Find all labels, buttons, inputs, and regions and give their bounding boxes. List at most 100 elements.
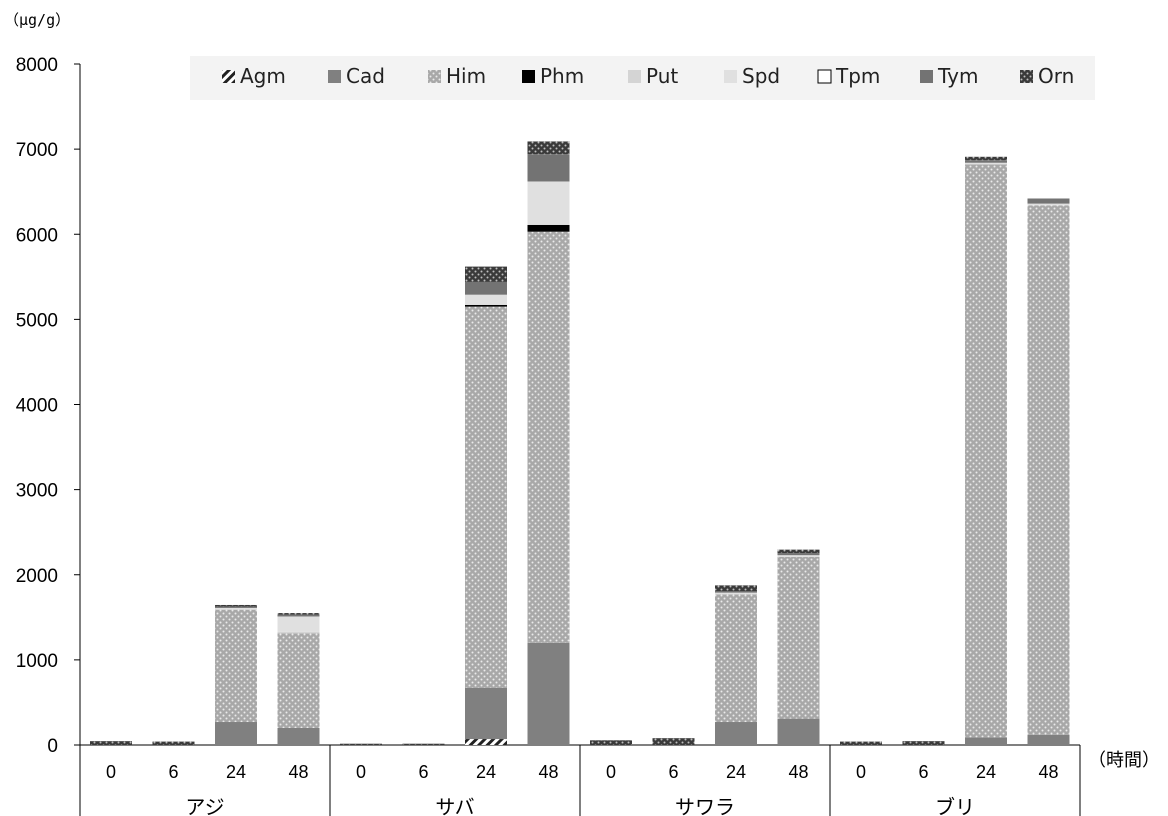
- bar-segment-him: [777, 556, 820, 719]
- bar-segment-orn: [777, 549, 820, 554]
- bar-segment-him: [1027, 205, 1070, 735]
- x-axis-unit-label: （時間）: [1088, 750, 1160, 771]
- legend-label: Agm: [240, 64, 286, 88]
- x-time-label: 6: [168, 762, 178, 782]
- x-group-label: アジ: [185, 795, 224, 816]
- x-time-label: 0: [606, 762, 616, 782]
- bar-segment-tym: [777, 553, 820, 556]
- bar-segment-phm: [527, 224, 570, 232]
- legend-swatch-put: [628, 70, 641, 83]
- legend-label: Cad: [346, 64, 385, 88]
- legend-label: Spd: [742, 64, 780, 88]
- x-time-label: 48: [538, 762, 558, 782]
- chart-legend: Agm Cad Him Phm Put Spd Tpm Tym Orn: [190, 56, 1095, 100]
- x-time-label: 0: [356, 762, 366, 782]
- bar-segment-spd: [1027, 203, 1070, 206]
- legend-swatch-orn: [1020, 70, 1033, 83]
- bar-segment-him: [715, 594, 757, 723]
- legend-label: Tym: [937, 64, 978, 88]
- bar-segment-spd: [965, 162, 1007, 165]
- bar-segment-orn: [902, 741, 945, 745]
- legend-label: Him: [446, 64, 486, 88]
- bar-segment-orn: [527, 141, 570, 155]
- legend-swatch-cad: [328, 70, 341, 83]
- legend-swatch-tym: [920, 70, 933, 83]
- y-tick-label: 7000: [16, 140, 58, 161]
- bar-segment-agm: [465, 739, 507, 745]
- bar-segment-him: [465, 306, 507, 688]
- bar-segment-spd: [527, 181, 570, 225]
- x-group-label: ブリ: [935, 795, 975, 816]
- x-time-label: 24: [226, 762, 246, 782]
- bar-segment-cad: [527, 642, 570, 745]
- legend-label: Orn: [1038, 64, 1074, 88]
- y-tick-label: 3000: [16, 481, 58, 502]
- bar-segment-orn: [965, 156, 1007, 161]
- y-tick-label: 0: [47, 736, 58, 757]
- bar-segment-tym: [215, 606, 257, 608]
- x-time-label: 48: [1038, 762, 1058, 782]
- bar-segment-spd: [715, 592, 757, 595]
- bar-segment-him: [277, 633, 320, 728]
- x-group-label: サワラ: [675, 795, 735, 816]
- y-tick-label: 5000: [16, 310, 58, 331]
- y-tick-label: 8000: [16, 55, 58, 76]
- x-group-label: サバ: [435, 795, 474, 816]
- x-time-label: 6: [668, 762, 678, 782]
- legend-swatch-agm: [222, 70, 235, 83]
- bar-segment-orn: [465, 266, 507, 282]
- bar-segment-cad: [277, 727, 320, 745]
- bar-segment-orn: [152, 741, 195, 745]
- x-time-label: 24: [476, 762, 496, 782]
- legend-swatch-phm: [522, 70, 535, 83]
- x-time-label: 0: [856, 762, 866, 782]
- y-tick-label: 6000: [16, 225, 58, 246]
- chart-bars: [90, 141, 1070, 745]
- bar-segment-cad: [465, 687, 507, 740]
- y-tick-label: 4000: [16, 396, 58, 417]
- bar-segment-tym: [1027, 198, 1070, 204]
- legend-swatch-tpm: [817, 69, 832, 84]
- x-time-label: 0: [106, 762, 116, 782]
- bar-segment-him: [965, 164, 1007, 738]
- bar-segment-tym: [277, 614, 320, 617]
- bar-segment-phm: [465, 304, 507, 307]
- x-time-label: 6: [418, 762, 428, 782]
- bar-segment-tym: [965, 160, 1007, 163]
- bar-segment-tym: [527, 154, 570, 182]
- bar-segment-orn: [90, 741, 132, 745]
- bar-segment-orn: [402, 743, 445, 745]
- bar-segment-orn: [340, 743, 382, 745]
- legend-label: Tpm: [835, 64, 880, 88]
- bar-segment-him: [215, 609, 257, 723]
- bar-segment-orn: [215, 604, 257, 607]
- bar-segment-put: [277, 631, 320, 634]
- bar-segment-orn: [590, 740, 632, 745]
- bar-segment-orn: [277, 613, 320, 615]
- x-time-label: 48: [788, 762, 808, 782]
- bar-segment-cad: [777, 718, 820, 745]
- bar-segment-orn: [840, 741, 882, 745]
- legend-swatch-spd: [724, 70, 737, 83]
- bar-segment-cad: [1027, 734, 1070, 745]
- bar-segment-tym: [465, 281, 507, 295]
- bar-segment-him: [527, 231, 570, 643]
- bar-segment-tym: [715, 591, 757, 593]
- legend-label: Put: [646, 64, 678, 88]
- x-time-label: 6: [918, 762, 928, 782]
- x-time-label: 24: [726, 762, 746, 782]
- legend-swatch-him: [428, 70, 441, 83]
- bar-segment-cad: [715, 722, 757, 745]
- bar-segment-orn: [652, 738, 695, 745]
- bar-segment-cad: [965, 737, 1007, 745]
- x-time-label: 24: [976, 762, 996, 782]
- bar-segment-spd: [277, 616, 320, 632]
- bar-segment-spd: [465, 294, 507, 305]
- y-axis-unit-label: （μg/g）: [4, 11, 70, 29]
- bar-segment-orn: [715, 585, 757, 592]
- y-tick-label: 1000: [16, 651, 58, 672]
- y-tick-label: 2000: [16, 566, 58, 587]
- bar-segment-cad: [215, 722, 257, 745]
